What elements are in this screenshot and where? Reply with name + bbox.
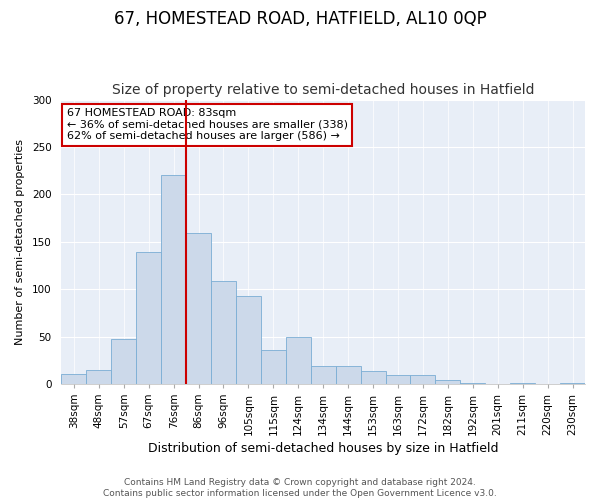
Bar [136, 252, 161, 384]
Text: Contains HM Land Registry data © Crown copyright and database right 2024.
Contai: Contains HM Land Registry data © Crown c… [103, 478, 497, 498]
Bar [410, 376, 436, 384]
Bar [286, 336, 311, 384]
Bar [111, 340, 136, 384]
Bar [236, 296, 261, 384]
Bar [311, 366, 335, 384]
X-axis label: Distribution of semi-detached houses by size in Hatfield: Distribution of semi-detached houses by … [148, 442, 499, 455]
Text: 67, HOMESTEAD ROAD, HATFIELD, AL10 0QP: 67, HOMESTEAD ROAD, HATFIELD, AL10 0QP [113, 10, 487, 28]
Bar [186, 233, 211, 384]
Bar [61, 374, 86, 384]
Bar [361, 370, 386, 384]
Bar [161, 176, 186, 384]
Title: Size of property relative to semi-detached houses in Hatfield: Size of property relative to semi-detach… [112, 83, 535, 97]
Bar [460, 383, 485, 384]
Bar [335, 366, 361, 384]
Bar [436, 380, 460, 384]
Y-axis label: Number of semi-detached properties: Number of semi-detached properties [15, 138, 25, 344]
Bar [386, 376, 410, 384]
Bar [510, 383, 535, 384]
Bar [560, 383, 585, 384]
Text: 67 HOMESTEAD ROAD: 83sqm
← 36% of semi-detached houses are smaller (338)
62% of : 67 HOMESTEAD ROAD: 83sqm ← 36% of semi-d… [67, 108, 347, 142]
Bar [211, 280, 236, 384]
Bar [86, 370, 111, 384]
Bar [261, 350, 286, 384]
